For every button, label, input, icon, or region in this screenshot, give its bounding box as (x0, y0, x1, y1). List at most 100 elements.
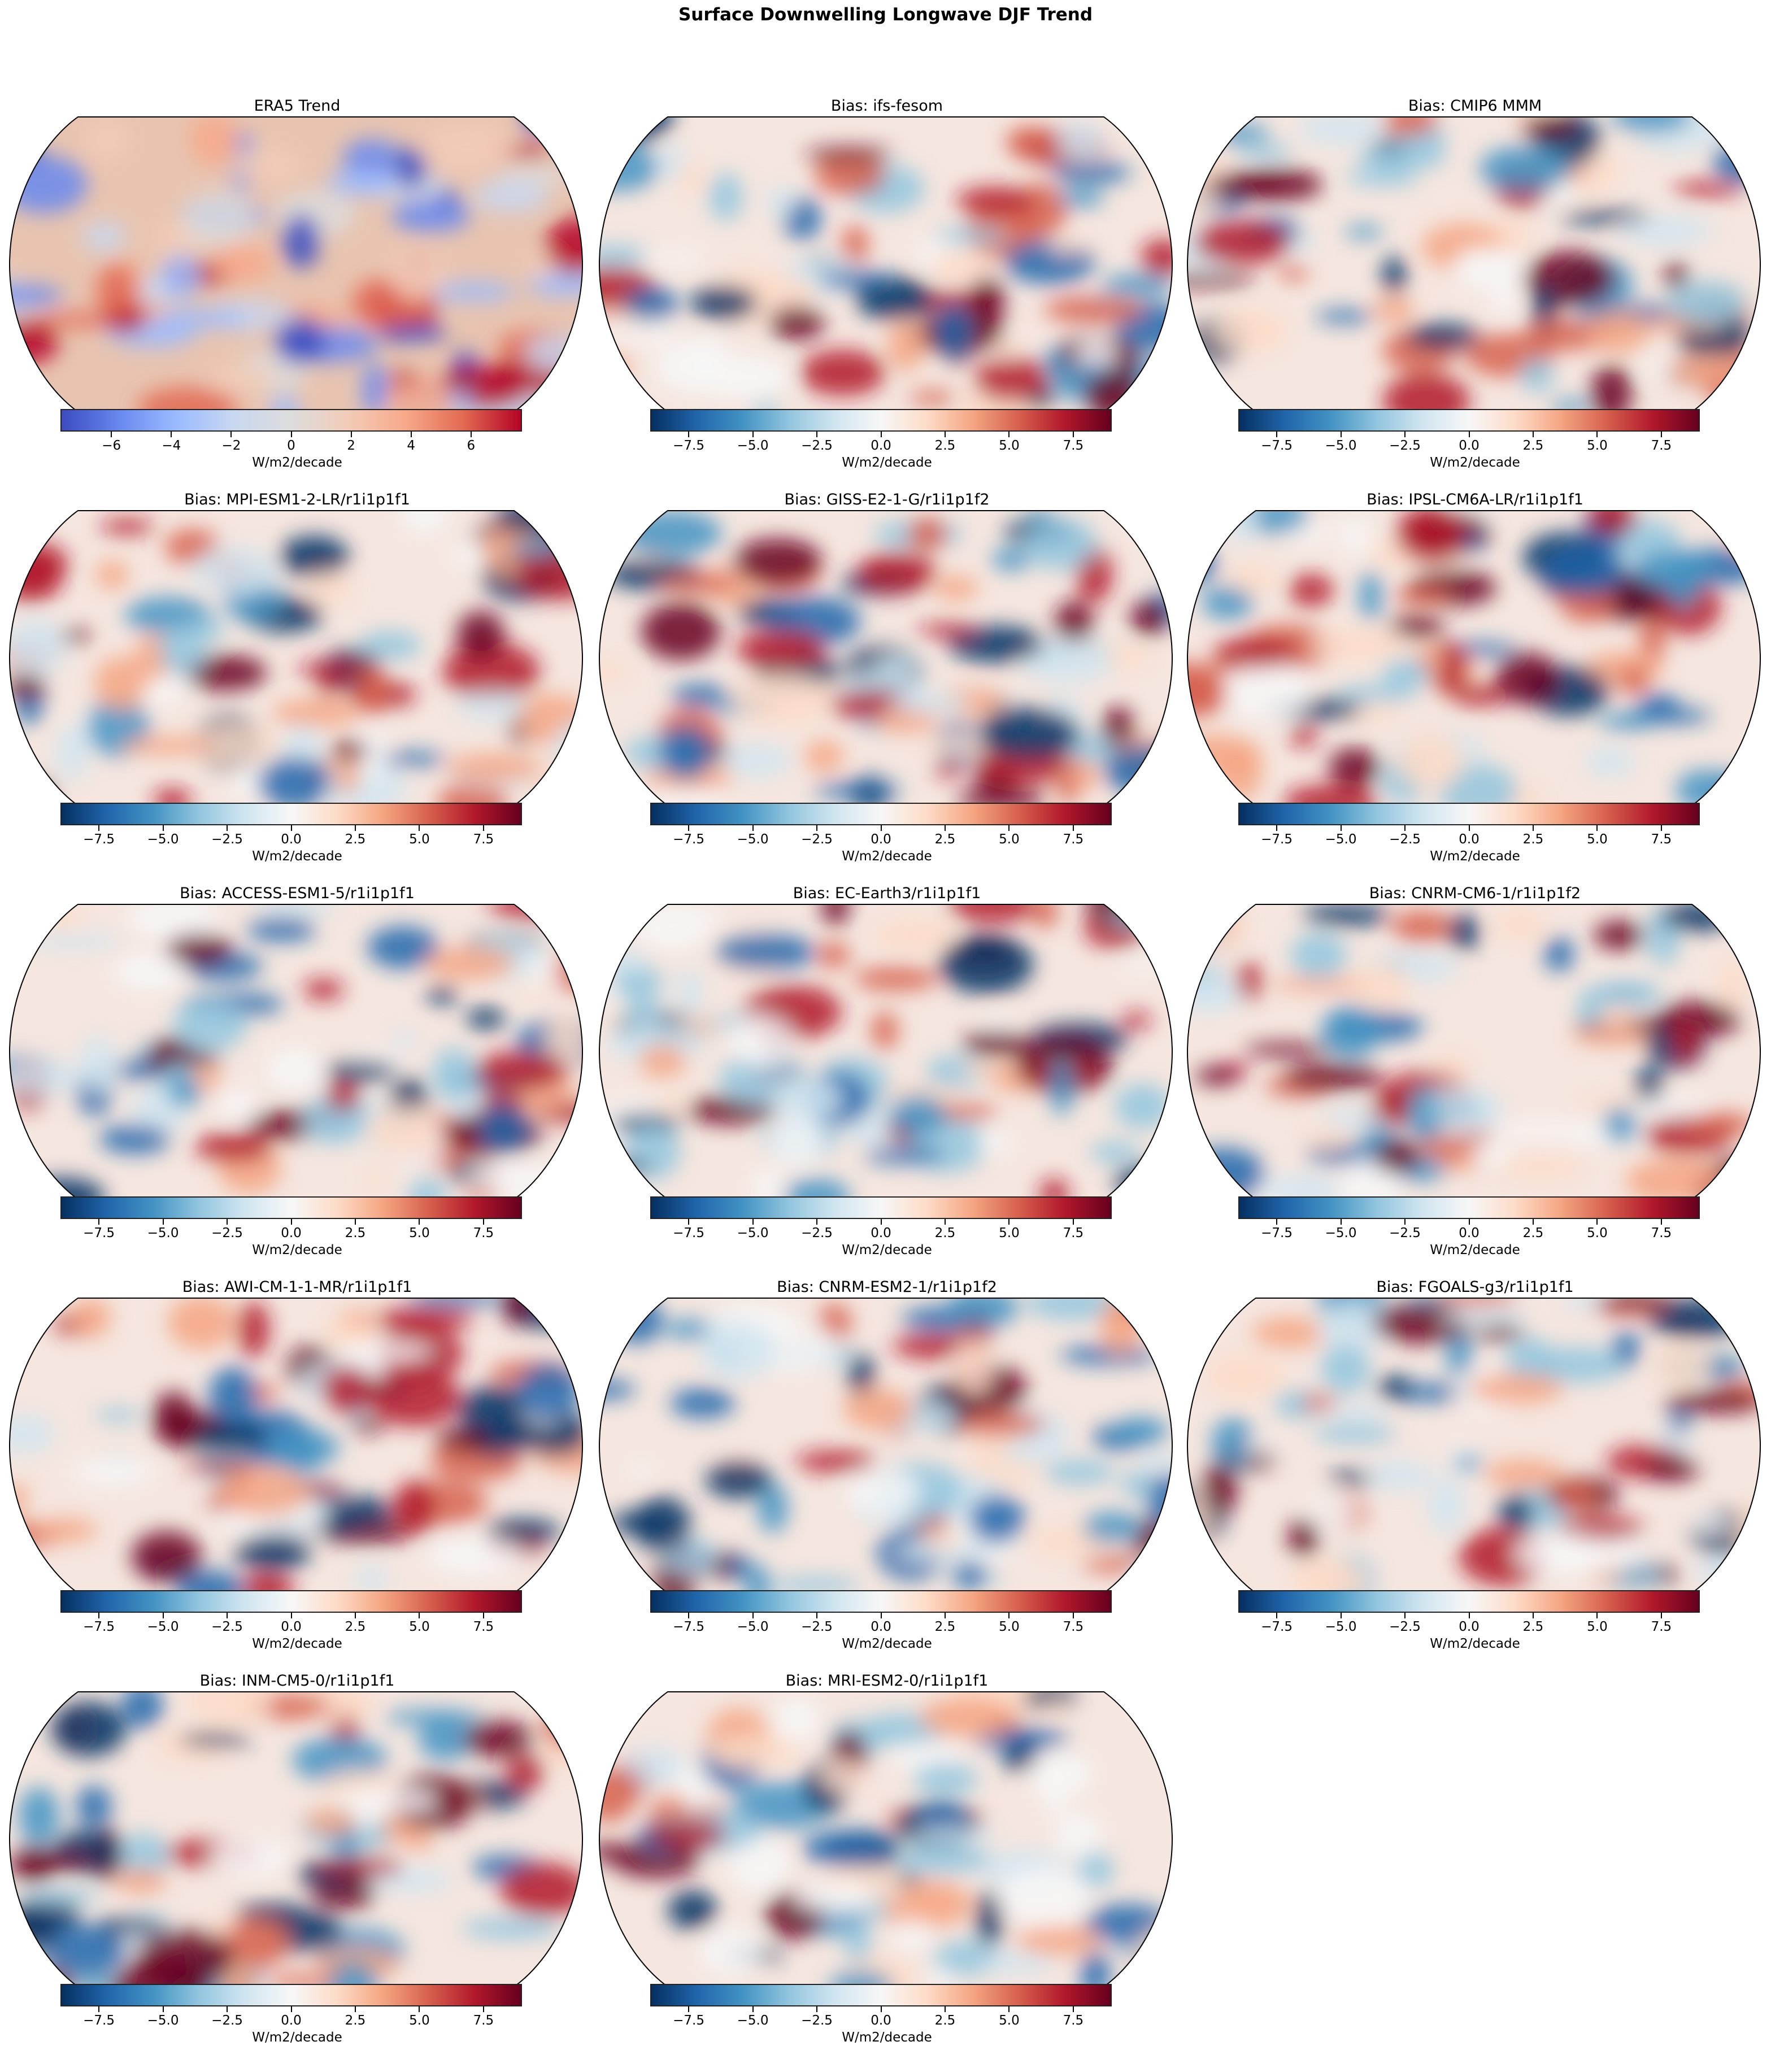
colorbar-tick-label: 0.0 (871, 1226, 891, 1240)
field-anomaly (1051, 162, 1132, 183)
colorbar-tick (227, 1613, 228, 1618)
map-field (9, 1298, 583, 1594)
field-anomaly (10, 773, 55, 806)
field-anomaly (234, 1903, 306, 1920)
colorbar-tick (1596, 1219, 1598, 1225)
field-anomaly (321, 1366, 374, 1413)
colorbar-tick-label: −7.5 (83, 1620, 115, 1634)
field-anomaly (474, 1051, 569, 1090)
field-anomaly (266, 1047, 325, 1091)
field-anomaly (675, 969, 703, 1015)
field-anomaly (1322, 1109, 1383, 1130)
colorbar-tick-label: 5.0 (999, 2013, 1020, 2028)
colorbar-tick (419, 1219, 420, 1225)
field-anomaly (137, 387, 239, 412)
field-anomaly (730, 673, 832, 725)
colorbar (1238, 409, 1700, 432)
colorbar-tick-label: 5.0 (1587, 832, 1608, 847)
colorbar-tick (944, 825, 946, 831)
map-field (599, 904, 1173, 1200)
colorbar-tick-label: 2.5 (934, 1620, 956, 1634)
field-anomaly (1454, 247, 1524, 290)
colorbar-tick-label: 4 (407, 438, 416, 453)
colorbar-tick-label: 0.0 (281, 2013, 302, 2028)
panel-title: Bias: FGOALS-g3/r1i1p1f1 (1376, 1278, 1574, 1296)
colorbar-tick (354, 1613, 356, 1618)
field-anomaly (327, 170, 395, 195)
colorbar-tick (1276, 825, 1278, 831)
colorbar-tick-label: −2.5 (801, 2013, 833, 2028)
field-anomaly (367, 1368, 460, 1427)
field-anomaly (934, 228, 1007, 245)
field-anomaly (709, 173, 743, 221)
colorbar-tick-label: −7.5 (1261, 1226, 1293, 1240)
field-anomaly (384, 1709, 484, 1726)
colorbar (650, 803, 1112, 825)
colorbar-tick-label: 2.5 (345, 1226, 366, 1240)
colorbar-tick-label: −4 (162, 438, 181, 453)
field-anomaly (1130, 599, 1168, 636)
colorbar (1238, 1590, 1700, 1613)
field-anomaly (1603, 1107, 1638, 1143)
field-anomaly (1668, 281, 1747, 325)
field-anomaly (705, 1462, 772, 1499)
colorbar-tick (1660, 825, 1662, 831)
colorbar (60, 1196, 522, 1219)
field-anomaly (974, 1727, 1069, 1750)
field-anomaly (1395, 586, 1451, 606)
field-anomaly (390, 1031, 419, 1047)
field-anomaly (1044, 295, 1144, 324)
field-anomaly (478, 1103, 529, 1153)
field-anomaly (993, 341, 1017, 360)
colorbar-tick (162, 1219, 164, 1225)
field-anomaly (1283, 785, 1379, 806)
field-anomaly (887, 321, 925, 372)
field-anomaly (1195, 1067, 1238, 1086)
colorbar-ticks: −6 −4 −2 0 2 4 6 (60, 432, 522, 454)
field-anomaly (486, 1519, 561, 1544)
field-anomaly (334, 1342, 434, 1362)
map-field (599, 1298, 1173, 1594)
field-anomaly (61, 629, 90, 643)
colorbar-tick-label: −5.0 (147, 1226, 179, 1240)
field-anomaly (1329, 747, 1381, 787)
field-anomaly (424, 947, 516, 980)
field-anomaly (33, 906, 83, 929)
field-anomaly (1588, 982, 1663, 1006)
colorbar (60, 1984, 522, 2006)
field-anomaly (1446, 1326, 1473, 1379)
field-anomaly (1045, 1460, 1116, 1485)
colorbar-tick-label: −5.0 (737, 1620, 769, 1634)
colorbar-tick-label: 0.0 (1459, 1226, 1480, 1240)
map-field (1187, 904, 1761, 1200)
colorbar-label: W/m2/decade (842, 1636, 932, 1651)
field-anomaly (272, 699, 360, 727)
field-anomaly (1479, 145, 1572, 192)
colorbar-tick (1660, 1613, 1662, 1618)
field-anomaly (1612, 1331, 1641, 1366)
colorbar-tick (752, 1219, 754, 1225)
field-anomaly (545, 1015, 582, 1067)
field-anomaly (211, 243, 274, 284)
field-anomaly (918, 1528, 964, 1551)
field-anomaly (1016, 1926, 1102, 1955)
field-anomaly (210, 1838, 292, 1877)
field-anomaly (367, 926, 440, 969)
field-anomaly (303, 978, 344, 1000)
colorbar-tick (482, 1613, 484, 1618)
field-anomaly (1448, 914, 1480, 950)
field-anomaly (1278, 265, 1309, 281)
panel-title: ERA5 Trend (254, 97, 341, 115)
field-anomaly (1585, 747, 1636, 777)
colorbar-tick (350, 432, 352, 437)
field-anomaly (1719, 960, 1746, 1010)
map-panel: Bias: MRI-ESM2-0/r1i1p1f1 −7.5 −5.0 −2.5 0.0… (593, 1672, 1181, 2067)
field-anomaly (1396, 733, 1465, 790)
field-anomaly (120, 1832, 168, 1881)
field-anomaly (131, 1531, 202, 1582)
colorbar-tick (1340, 825, 1342, 831)
colorbar-tick (944, 2006, 946, 2012)
field-anomaly (1290, 932, 1347, 979)
field-anomaly (1242, 1439, 1283, 1455)
colorbar-tick (944, 432, 946, 437)
